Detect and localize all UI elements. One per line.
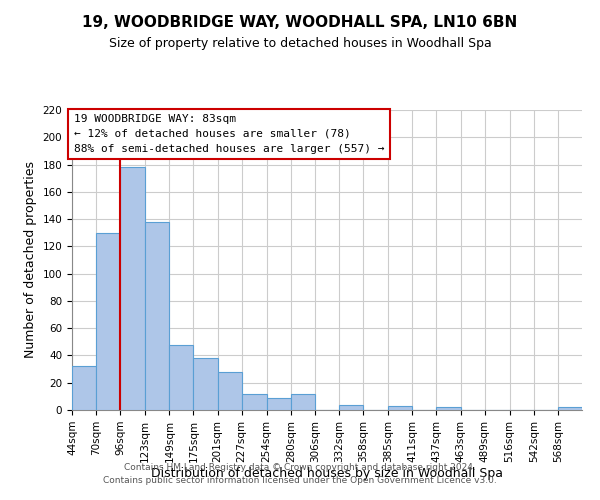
- Bar: [72, 366, 96, 410]
- Bar: [169, 344, 193, 410]
- Bar: [291, 394, 315, 410]
- Bar: [388, 406, 412, 410]
- Text: Size of property relative to detached houses in Woodhall Spa: Size of property relative to detached ho…: [109, 38, 491, 51]
- Text: 19 WOODBRIDGE WAY: 83sqm
← 12% of detached houses are smaller (78)
88% of semi-d: 19 WOODBRIDGE WAY: 83sqm ← 12% of detach…: [74, 114, 385, 154]
- Bar: [267, 398, 291, 410]
- Bar: [339, 404, 363, 410]
- Bar: [193, 358, 218, 410]
- Bar: [145, 222, 169, 410]
- Bar: [120, 168, 145, 410]
- Text: 19, WOODBRIDGE WAY, WOODHALL SPA, LN10 6BN: 19, WOODBRIDGE WAY, WOODHALL SPA, LN10 6…: [82, 15, 518, 30]
- Bar: [436, 408, 461, 410]
- Bar: [96, 232, 120, 410]
- Y-axis label: Number of detached properties: Number of detached properties: [24, 162, 37, 358]
- Bar: [242, 394, 267, 410]
- Bar: [218, 372, 242, 410]
- X-axis label: Distribution of detached houses by size in Woodhall Spa: Distribution of detached houses by size …: [151, 468, 503, 480]
- Text: Contains public sector information licensed under the Open Government Licence v3: Contains public sector information licen…: [103, 476, 497, 485]
- Text: Contains HM Land Registry data © Crown copyright and database right 2024.: Contains HM Land Registry data © Crown c…: [124, 464, 476, 472]
- Bar: [558, 408, 582, 410]
